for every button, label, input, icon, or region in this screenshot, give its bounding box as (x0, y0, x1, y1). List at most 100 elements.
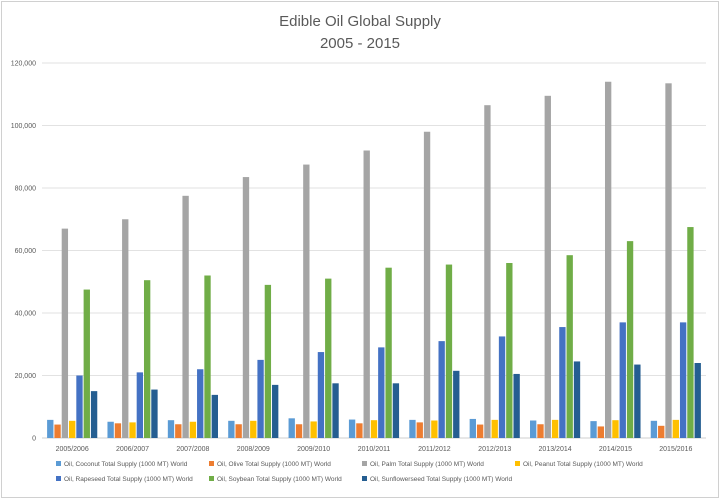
legend-label: Oil, Olive Total Supply (1000 MT) World (217, 461, 331, 468)
bar (672, 419, 679, 438)
bar (679, 322, 687, 438)
bar (332, 383, 339, 438)
bar (69, 420, 76, 438)
bar (626, 241, 634, 438)
bar (634, 364, 641, 438)
bar (122, 219, 129, 438)
bar (325, 278, 332, 438)
bar (83, 289, 90, 438)
legend-swatch (515, 461, 520, 466)
bar (416, 422, 423, 438)
bar (590, 421, 597, 438)
bar (506, 263, 513, 438)
bar (295, 424, 303, 438)
bar (167, 420, 175, 438)
bar (189, 421, 197, 438)
bar (228, 420, 235, 438)
bar (90, 391, 98, 438)
bar (107, 421, 114, 438)
bar (151, 389, 158, 438)
legend-label: Oil, Sunflowerseed Total Supply (1000 MT… (370, 476, 512, 483)
bar (491, 419, 498, 438)
x-axis-ticks: 2005/2006 2006/2007 2007/2008 2008/2009 2009… (56, 446, 693, 453)
y-tick-label: 100,000 (11, 123, 36, 130)
legend-swatch (56, 461, 61, 466)
legend-label: Oil, Peanut Total Supply (1000 MT) World (523, 461, 643, 468)
bar (530, 420, 537, 438)
bar (597, 426, 605, 438)
bar (431, 420, 438, 438)
chart-title: Edible Oil Global Supply (279, 13, 441, 30)
x-tick-label: 2013/2014 (539, 446, 572, 453)
bar (317, 352, 325, 438)
bar (356, 423, 363, 438)
x-tick-label: 2010/2011 (358, 446, 391, 453)
legend-swatch (209, 461, 214, 466)
bar (182, 195, 189, 438)
bar (694, 363, 701, 438)
bar (288, 418, 295, 438)
legend: Oil, Coconut Total Supply (1000 MT) Worl… (56, 461, 643, 483)
y-tick-label: 60,000 (15, 248, 37, 255)
bar (76, 375, 83, 438)
bar (453, 370, 460, 438)
bar (61, 228, 69, 438)
bar (559, 327, 566, 438)
bar (197, 369, 204, 438)
x-tick-label: 2008/2009 (237, 446, 270, 453)
bar (303, 164, 310, 438)
bar (47, 419, 54, 438)
x-tick-label: 2015/2016 (659, 446, 692, 453)
bar (257, 359, 264, 438)
bar (498, 336, 506, 438)
y-tick-label: 120,000 (11, 61, 36, 68)
bar (235, 424, 242, 438)
bar (363, 150, 370, 438)
bar (551, 419, 559, 438)
bar (136, 372, 144, 438)
bar (242, 177, 250, 438)
bar (612, 420, 619, 438)
bar (544, 95, 551, 438)
bar (114, 423, 122, 438)
bar (438, 341, 445, 438)
chart-subtitle: 2005 - 2015 (320, 35, 400, 52)
y-tick-label: 80,000 (15, 186, 37, 193)
bar (566, 255, 573, 438)
x-tick-label: 2014/2015 (599, 446, 632, 453)
bar (484, 105, 491, 438)
legend-label: Oil, Coconut Total Supply (1000 MT) Worl… (64, 461, 188, 468)
bar (650, 420, 658, 438)
bar (409, 419, 416, 438)
y-tick-label: 40,000 (15, 311, 37, 318)
bar (54, 424, 61, 438)
bar (513, 373, 520, 438)
bar (175, 424, 182, 438)
bar (665, 83, 672, 438)
bar (129, 422, 136, 438)
bar (370, 420, 378, 438)
bar (211, 394, 218, 438)
bar (250, 420, 257, 438)
x-tick-label: 2012/2013 (478, 446, 511, 453)
bar (469, 418, 476, 438)
bar (476, 424, 484, 438)
bar (445, 264, 453, 438)
bar (204, 275, 211, 438)
x-tick-label: 2009/2010 (297, 446, 330, 453)
bar (348, 419, 356, 438)
legend-label: Oil, Palm Total Supply (1000 MT) World (370, 461, 484, 468)
bar (378, 347, 385, 438)
bar (658, 425, 665, 438)
legend-label: Oil, Rapeseed Total Supply (1000 MT) Wor… (64, 476, 193, 483)
x-tick-label: 2011/2012 (418, 446, 451, 453)
legend-label: Oil, Soybean Total Supply (1000 MT) Worl… (217, 476, 342, 483)
bar (392, 383, 400, 438)
x-tick-label: 2005/2006 (56, 446, 89, 453)
x-tick-label: 2007/2008 (176, 446, 209, 453)
bar (310, 421, 317, 438)
legend-swatch (362, 461, 367, 466)
bar (264, 284, 272, 438)
